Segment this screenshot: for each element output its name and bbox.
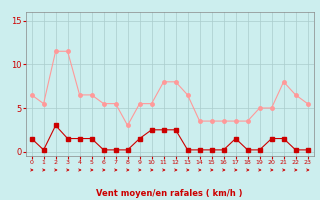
Text: Vent moyen/en rafales ( km/h ): Vent moyen/en rafales ( km/h ) [96,189,243,198]
